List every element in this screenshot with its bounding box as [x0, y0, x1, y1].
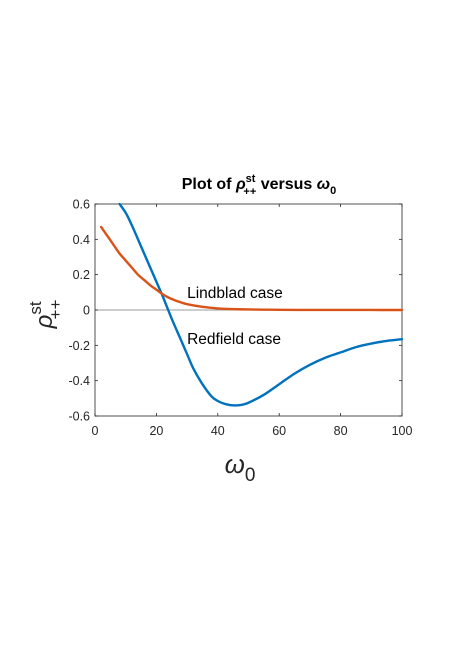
- x-tick-label: 80: [334, 424, 348, 438]
- y-tick-label: 0.6: [73, 198, 90, 212]
- x-tick-label: 60: [272, 424, 286, 438]
- title-omega-sub: 0: [330, 185, 336, 197]
- y-tick-label: -0.4: [68, 374, 90, 388]
- ylabel-subscript: ++: [46, 300, 65, 320]
- title-superscript: st: [246, 173, 256, 185]
- x-tick-label: 100: [392, 424, 413, 438]
- ylabel-rho: ρ: [31, 314, 58, 329]
- chart-title: Plot of ρst ++ versus ω0: [182, 173, 337, 198]
- x-axis-ticks: 0 20 40 60 80 100: [92, 204, 413, 438]
- xlabel-omega: ω: [225, 449, 245, 479]
- x-tick-label: 20: [149, 424, 163, 438]
- lindblad-line: [99, 225, 404, 312]
- y-tick-label: 0: [83, 304, 90, 318]
- y-tick-label: -0.6: [68, 410, 90, 424]
- title-omega: ω: [317, 176, 330, 193]
- y-tick-label: 0.4: [73, 233, 90, 247]
- series-group: [99, 202, 404, 407]
- annotations: Lindblad case Redfield case: [187, 285, 283, 348]
- title-rho: ρ: [235, 176, 246, 193]
- lindblad-annotation: Lindblad case: [187, 285, 283, 302]
- x-tick-label: 0: [92, 424, 99, 438]
- x-tick-label: 40: [211, 424, 225, 438]
- title-subscript: ++: [243, 186, 256, 198]
- y-axis-ticks: 0.6 0.4 0.2 0 -0.2 -0.4 -0.6: [68, 198, 402, 424]
- title-middle: versus: [256, 176, 316, 193]
- redfield-line: [118, 202, 404, 407]
- ylabel-superscript: st: [26, 301, 45, 315]
- y-tick-label: -0.2: [68, 339, 90, 353]
- xlabel-sub: 0: [245, 465, 256, 486]
- y-tick-label: 0.2: [73, 268, 90, 282]
- redfield-annotation: Redfield case: [187, 331, 281, 348]
- title-prefix: Plot of: [182, 176, 236, 193]
- y-axis-label: ρst++: [26, 300, 65, 330]
- x-axis-label: ω0: [225, 449, 256, 486]
